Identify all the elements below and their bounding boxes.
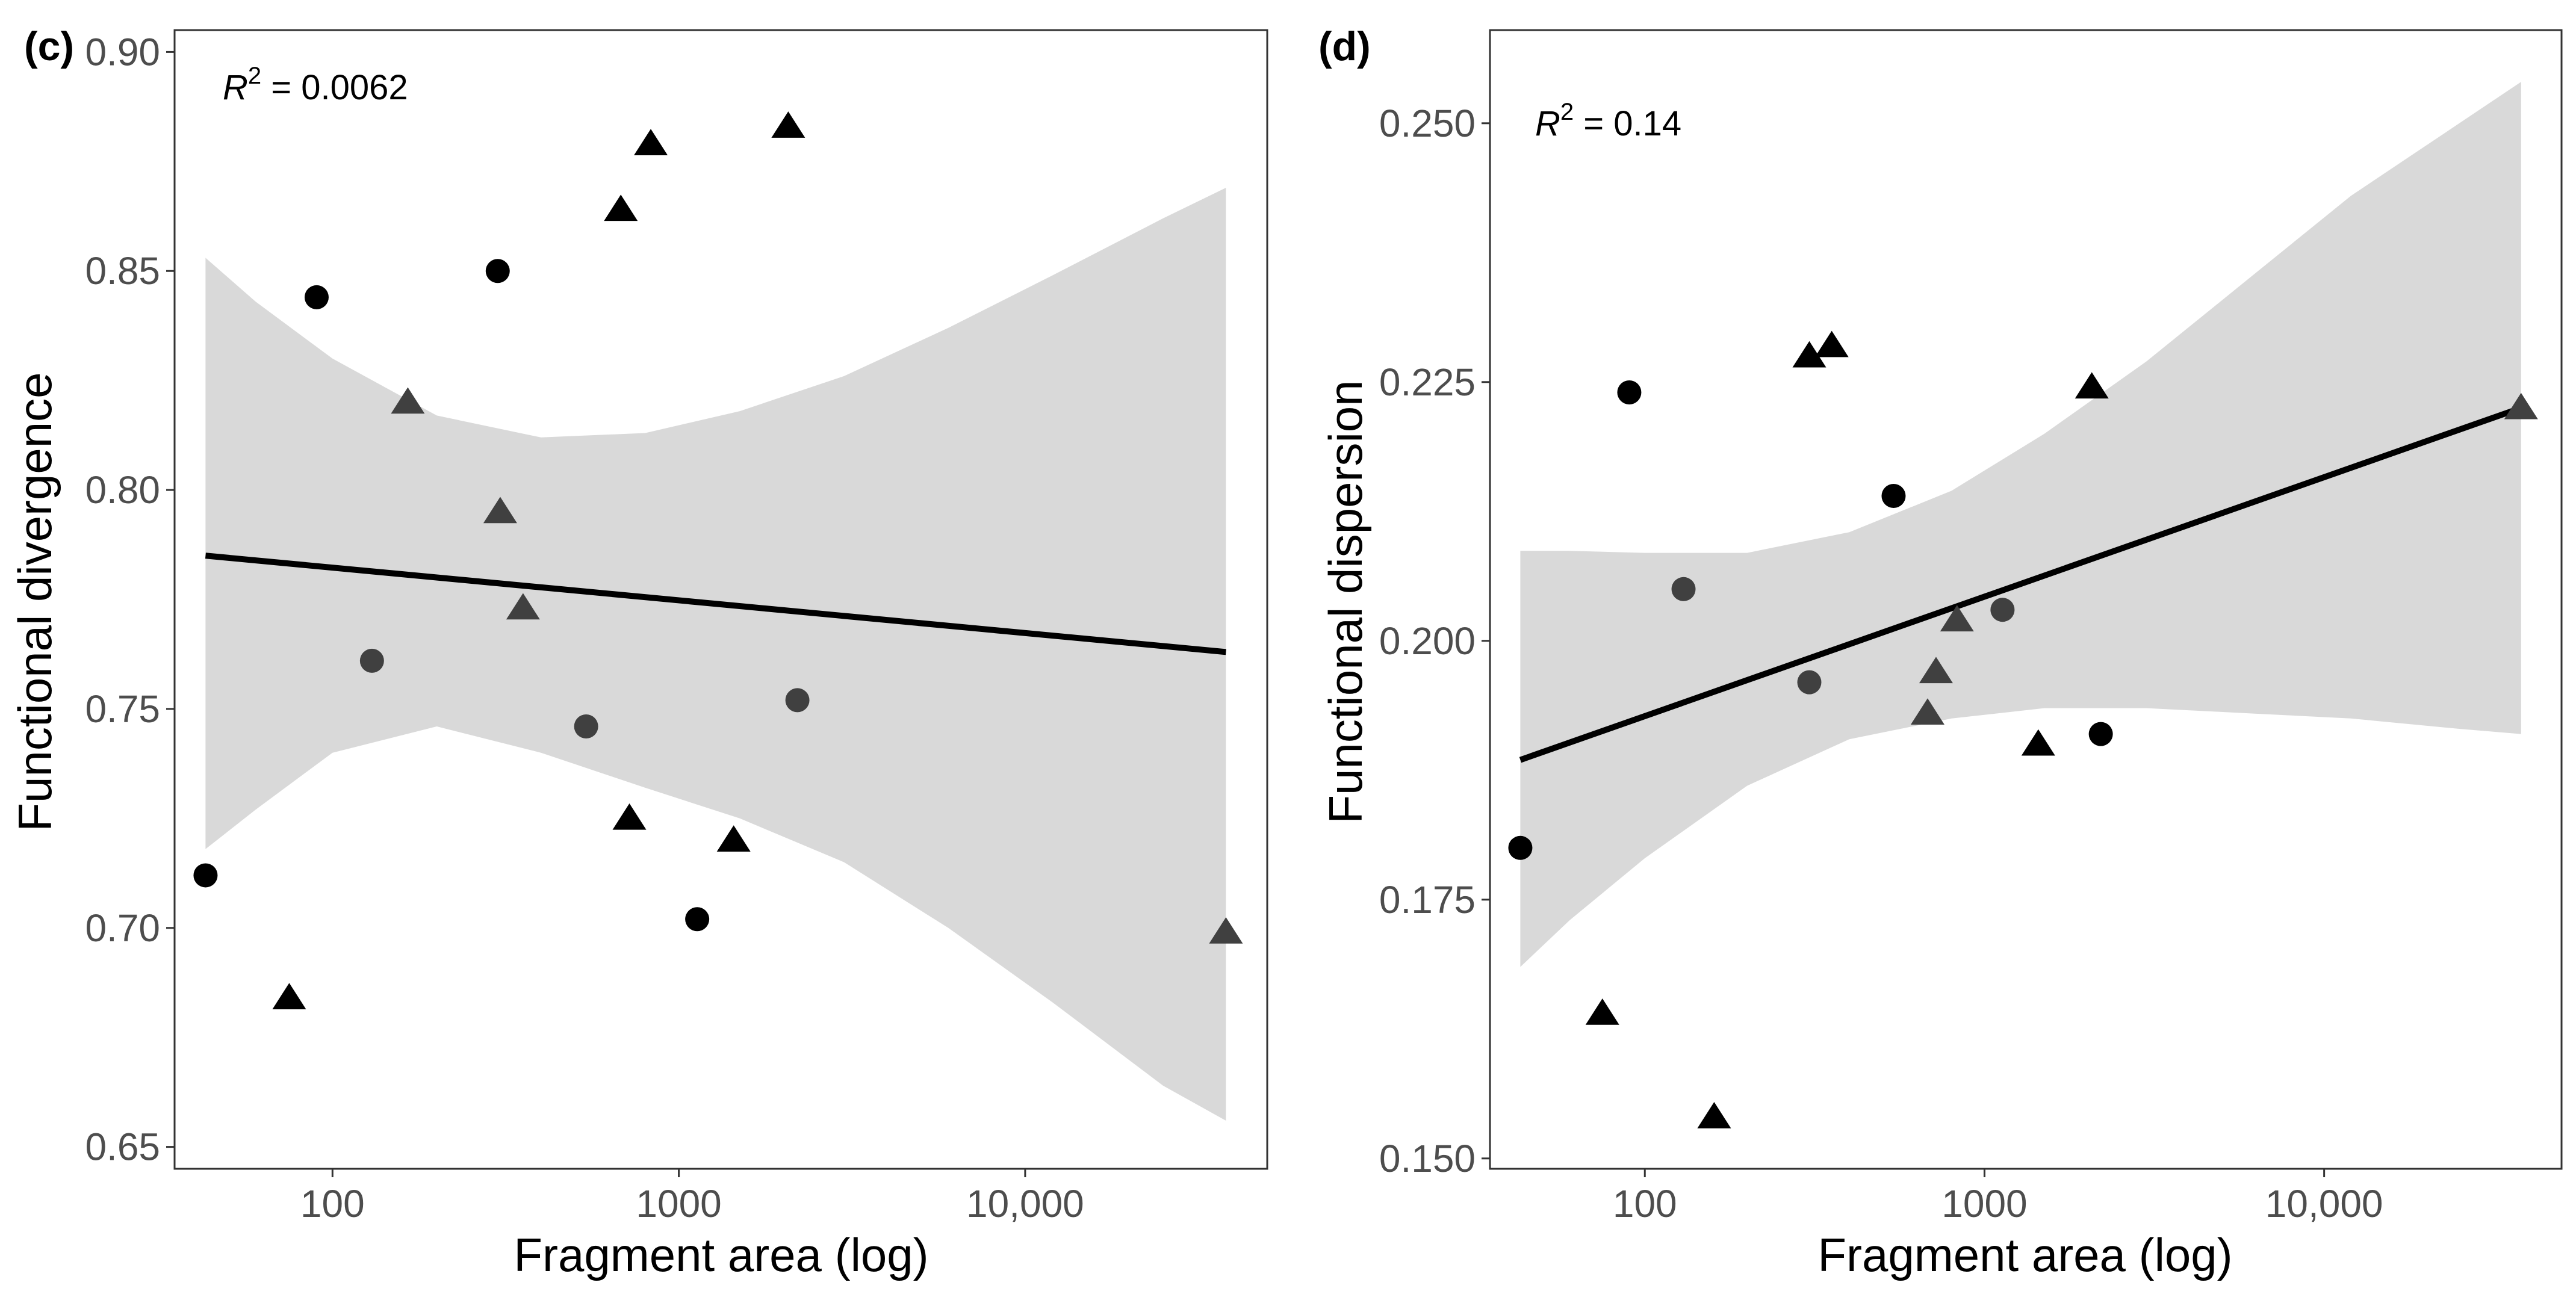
data-point-circle-gray [574,714,598,739]
data-point-triangle-gray [1940,605,1974,632]
r2-symbol: R [1535,104,1560,143]
panel-c: (c) R2 = 0.0062 Fragment area (log) Func… [8,23,1268,1281]
plot-border [173,29,1268,1170]
data-point-triangle-black [771,111,805,138]
data-point-triangle-black [1697,1102,1731,1128]
x-axis-label: Fragment area (log) [514,1228,928,1281]
data-point-triangle-gray [391,387,425,414]
data-point-triangle-black [272,983,306,1009]
data-point-circle-gray [785,688,810,713]
data-point-circle-black [485,259,510,283]
r2-exponent: 2 [248,63,261,89]
y-tick-label: 0.70 [85,906,160,950]
plot-border [1489,29,2563,1170]
r2-exponent: 2 [1560,99,1574,125]
data-point-circle-black [1508,835,1533,860]
y-tick-label: 0.80 [85,468,160,512]
r-squared-annotation: R2 = 0.14 [1535,99,1681,143]
x-tick-label: 100 [300,1182,365,1225]
r-squared-annotation: R2 = 0.0062 [223,63,408,107]
data-point-circle-gray [1990,598,2015,622]
y-tick-label: 0.90 [85,30,160,73]
confidence-band [1520,82,2521,967]
x-tick-label: 10,000 [966,1182,1084,1225]
data-point-triangle-black [1792,341,1826,368]
y-axis-label: Functional dispersion [1319,380,1372,823]
data-point-triangle-gray [483,497,517,524]
panel-d: (d) R2 = 0.14 Fragment area (log) Functi… [1318,23,2563,1281]
data-point-circle-black [193,863,218,888]
data-point-triangle-black [716,825,751,852]
x-axis-label: Fragment area (log) [1817,1228,2232,1281]
data-point-triangle-black [2075,372,2109,399]
data-point-circle-gray [359,648,384,673]
panel-label: (c) [24,23,74,69]
data-point-triangle-gray [1919,657,1953,684]
y-tick-label: 0.225 [1379,361,1476,404]
data-point-circle-black [685,907,710,932]
r2-value: = 0.0062 [261,68,408,107]
y-tick-label: 0.175 [1379,878,1476,921]
data-point-triangle-gray [506,593,540,620]
x-tick-label: 10,000 [2265,1182,2383,1225]
y-tick-label: 0.150 [1379,1137,1476,1180]
data-point-triangle-black [612,803,647,830]
y-axis-label: Functional divergence [8,372,61,831]
confidence-band [205,188,1226,1121]
x-tick-label: 1000 [1941,1182,2027,1225]
data-point-circle-gray [1797,670,1822,695]
r2-value: = 0.14 [1574,104,1681,143]
data-point-triangle-gray [1910,698,1944,725]
data-point-triangle-black [1814,330,1849,358]
data-point-circle-black [1881,484,1906,508]
r2-symbol: R [223,68,248,107]
y-tick-label: 0.250 [1379,102,1476,145]
fit-line [205,552,1226,655]
y-tick-label: 0.75 [85,687,160,731]
data-point-circle-black [304,285,329,309]
data-point-circle-black [2088,722,2113,746]
y-tick-label: 0.65 [85,1125,160,1169]
data-point-triangle-black [634,129,668,155]
data-point-triangle-black [1585,998,1619,1025]
data-point-triangle-black [604,194,638,221]
data-point-triangle-gray [1209,917,1243,944]
x-tick-label: 1000 [636,1182,721,1225]
x-tick-label: 100 [1613,1182,1677,1225]
y-tick-label: 0.200 [1379,619,1476,663]
data-point-circle-gray [1671,577,1696,601]
data-point-triangle-gray [2504,392,2538,419]
panel-label: (d) [1318,23,1371,69]
data-point-circle-black [1617,380,1642,404]
y-tick-label: 0.85 [85,249,160,292]
data-point-triangle-black [2021,729,2055,756]
fit-line [1519,405,2522,763]
